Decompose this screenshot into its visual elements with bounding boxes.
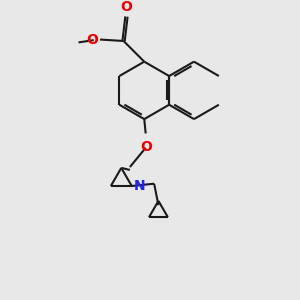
Text: O: O: [121, 0, 132, 14]
Text: O: O: [140, 140, 152, 154]
Text: O: O: [87, 33, 99, 46]
Text: N: N: [134, 179, 145, 193]
